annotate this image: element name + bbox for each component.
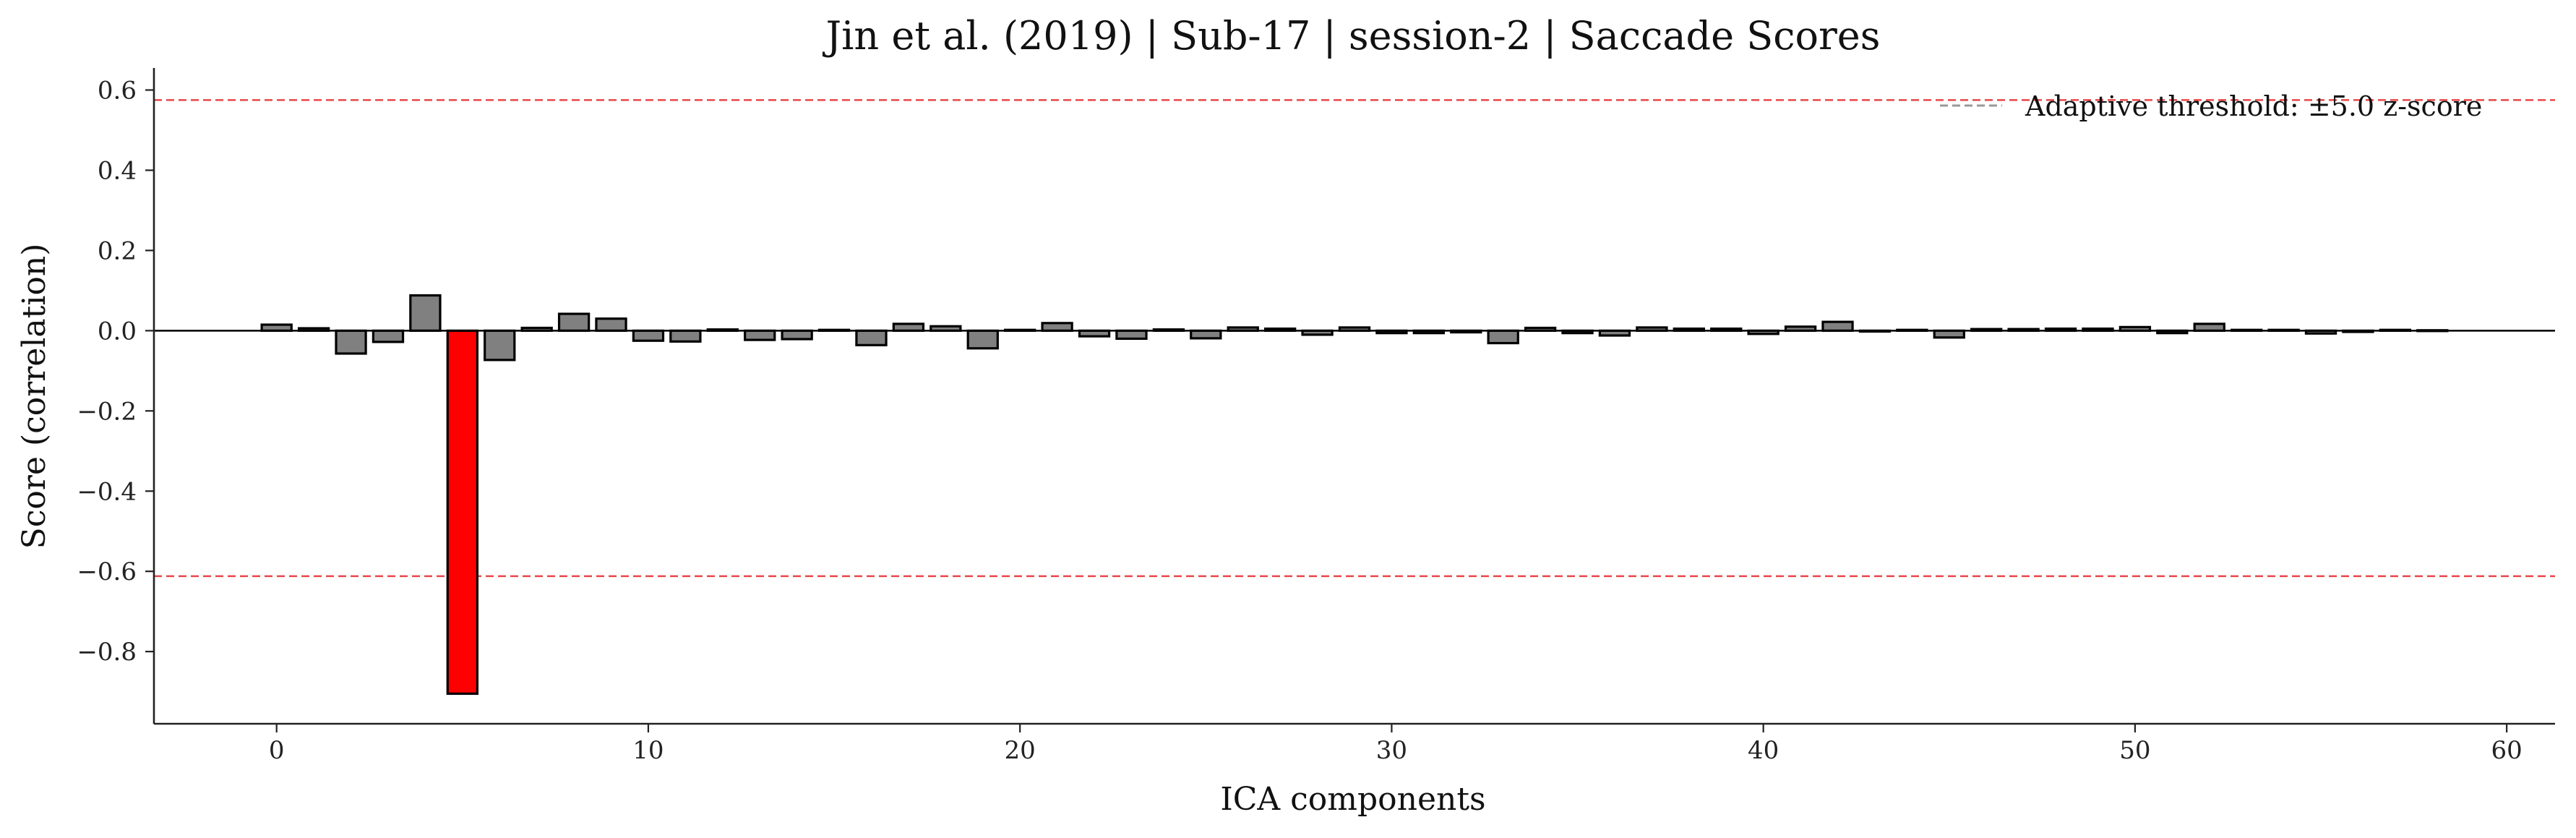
- bar-component-19: [966, 329, 999, 350]
- bar-component-16: [855, 329, 888, 346]
- bar-component-4: [409, 294, 442, 332]
- bar-component-14: [781, 329, 813, 341]
- x-tick-label: 30: [1376, 736, 1407, 765]
- x-tick-label: 0: [269, 736, 285, 765]
- bar-component-25: [1190, 329, 1222, 340]
- plot-area: 0 10 20 30 40 50 60 0.6 0.4 0.2 0.0 −0.2 −0.4 −0.6 −0.…: [77, 68, 2555, 765]
- x-tick-label: 20: [1005, 736, 1036, 765]
- legend-threshold-label: Adaptive threshold: ±5.0 z-score: [2025, 90, 2482, 122]
- bar-component-9: [595, 317, 627, 332]
- y-tick-label: 0.6: [98, 77, 137, 106]
- x-axis-label: ICA components: [1220, 781, 1485, 818]
- y-tick-label: 0.2: [98, 236, 137, 265]
- bar-component-3: [372, 329, 405, 343]
- bar-component-45: [1933, 329, 1965, 339]
- chart-title: Jin et al. (2019) | Sub-17 | session-2 |…: [823, 13, 1881, 59]
- bar-component-42: [1821, 320, 1854, 332]
- bar-component-21: [1041, 322, 1073, 332]
- bar-component-17: [892, 322, 925, 332]
- y-tick-label: −0.8: [77, 638, 137, 667]
- bar-component-13: [744, 329, 776, 341]
- x-tick-label: 10: [632, 736, 664, 765]
- bar-component-8: [557, 312, 591, 332]
- x-tick-label: 40: [1748, 736, 1779, 765]
- bar-component-33: [1487, 329, 1519, 345]
- y-axis-label: Score (correlation): [16, 244, 53, 550]
- bar-component-10: [632, 329, 665, 342]
- y-tick-label: −0.2: [77, 397, 137, 426]
- legend: Adaptive threshold: ±5.0 z-score: [1940, 90, 2482, 122]
- bar-component-6: [484, 329, 516, 362]
- bar-component-5: [446, 329, 478, 695]
- bar-component-2: [335, 329, 367, 355]
- y-tick-label: −0.6: [77, 557, 137, 586]
- y-tick-label: 0.4: [98, 156, 137, 185]
- bar-component-11: [669, 329, 702, 343]
- y-tick-label: −0.4: [77, 477, 137, 506]
- bar-component-52: [2193, 322, 2225, 332]
- bar-component-23: [1115, 329, 1148, 341]
- x-tick-label: 50: [2119, 736, 2150, 765]
- x-tick-label: 60: [2491, 736, 2523, 765]
- y-tick-label: 0.0: [98, 317, 137, 346]
